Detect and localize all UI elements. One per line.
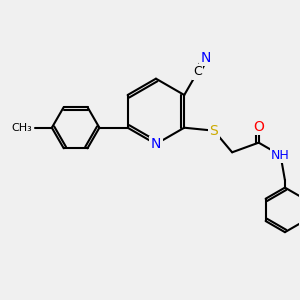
Text: S: S (210, 124, 218, 138)
Text: N: N (201, 51, 211, 65)
Text: CH₃: CH₃ (11, 123, 32, 133)
Text: O: O (253, 120, 264, 134)
Text: NH: NH (271, 149, 290, 162)
Text: C: C (193, 65, 202, 78)
Text: N: N (151, 137, 161, 151)
